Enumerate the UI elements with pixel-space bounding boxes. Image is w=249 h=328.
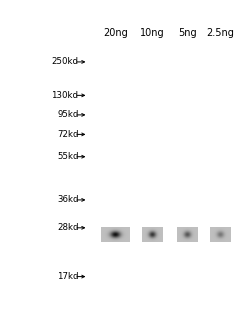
Text: 17kd: 17kd	[57, 272, 78, 281]
Text: 250kd: 250kd	[52, 57, 78, 66]
Text: 95kd: 95kd	[57, 111, 78, 119]
Text: 72kd: 72kd	[57, 130, 78, 139]
Text: 10ng: 10ng	[140, 28, 164, 38]
Text: 36kd: 36kd	[57, 195, 78, 204]
Text: 20ng: 20ng	[103, 28, 128, 38]
Text: 5ng: 5ng	[178, 28, 196, 38]
Text: 28kd: 28kd	[57, 223, 78, 232]
Text: 130kd: 130kd	[52, 91, 78, 100]
Text: 2.5ng: 2.5ng	[207, 28, 235, 38]
Text: 55kd: 55kd	[57, 152, 78, 161]
